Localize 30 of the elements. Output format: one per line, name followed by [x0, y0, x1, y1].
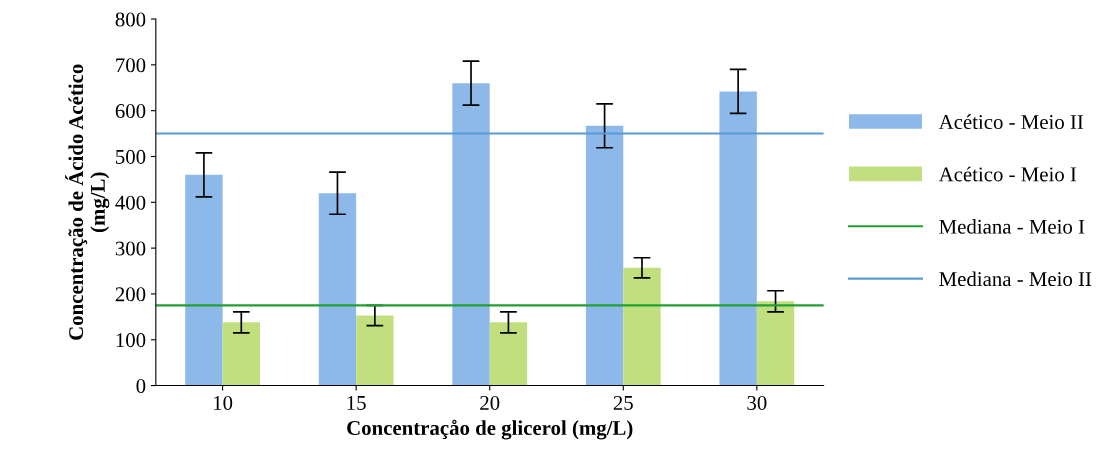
bar — [585, 125, 624, 386]
y-tick-label: 300 — [115, 241, 146, 256]
y-tick-label: 600 — [115, 104, 146, 119]
bar — [356, 315, 394, 386]
legend-label: Mediana - Meio II — [939, 271, 1092, 287]
x-tick-label: 30 — [747, 395, 767, 410]
legend-label: Acético - Meio II — [938, 114, 1084, 130]
x-tick-label: 25 — [613, 395, 633, 410]
bar — [623, 267, 661, 386]
y-tick-label: 500 — [116, 149, 146, 164]
y-tick-label: 700 — [116, 58, 146, 73]
bar — [489, 322, 528, 386]
y-tick-label: 800 — [115, 12, 146, 27]
y-tick-label: 0 — [136, 378, 146, 393]
bar — [222, 322, 260, 386]
x-tick-label: 20 — [480, 395, 500, 410]
bar — [452, 83, 490, 386]
bar — [719, 91, 757, 386]
x-axis-title: Concentraçåo de glicerol (mg/L) — [347, 419, 633, 440]
bar — [185, 174, 223, 386]
y-axis-title: Concentração de Ácido Acético (mg/L) — [65, 64, 110, 340]
legend-label: Acético - Meio I — [938, 166, 1077, 182]
y-tick-label: 200 — [115, 287, 146, 302]
x-tick-label: 10 — [214, 395, 233, 410]
bar — [318, 193, 357, 386]
legend-label: Mediana - Meio I — [939, 219, 1085, 234]
bar — [756, 301, 795, 386]
y-tick-label: 400 — [115, 195, 146, 210]
x-tick-label: 15 — [347, 395, 366, 410]
y-tick-label: 100 — [116, 333, 146, 348]
